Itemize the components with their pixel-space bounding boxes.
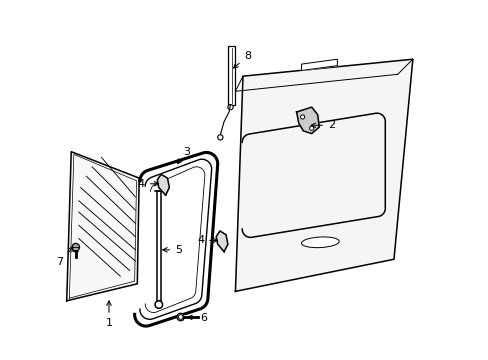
Text: 8: 8	[233, 51, 251, 68]
Text: 3: 3	[177, 147, 189, 164]
Circle shape	[309, 126, 313, 130]
Polygon shape	[228, 46, 234, 104]
Polygon shape	[216, 231, 227, 252]
Polygon shape	[156, 191, 161, 301]
Text: 4: 4	[138, 179, 158, 189]
Circle shape	[177, 313, 184, 321]
Circle shape	[155, 301, 162, 309]
Circle shape	[227, 104, 233, 110]
Polygon shape	[157, 174, 169, 195]
Circle shape	[217, 135, 223, 140]
Polygon shape	[66, 152, 139, 301]
Text: 5: 5	[163, 245, 182, 255]
Text: 2: 2	[310, 120, 334, 130]
Circle shape	[300, 115, 304, 119]
Polygon shape	[296, 107, 319, 134]
Polygon shape	[301, 59, 337, 71]
Text: 6: 6	[187, 313, 207, 323]
Polygon shape	[235, 59, 412, 291]
Circle shape	[178, 315, 183, 319]
Text: 1: 1	[105, 301, 112, 328]
Text: 7: 7	[57, 247, 73, 267]
Ellipse shape	[301, 237, 339, 248]
Circle shape	[72, 243, 80, 251]
Text: 4: 4	[197, 235, 217, 246]
